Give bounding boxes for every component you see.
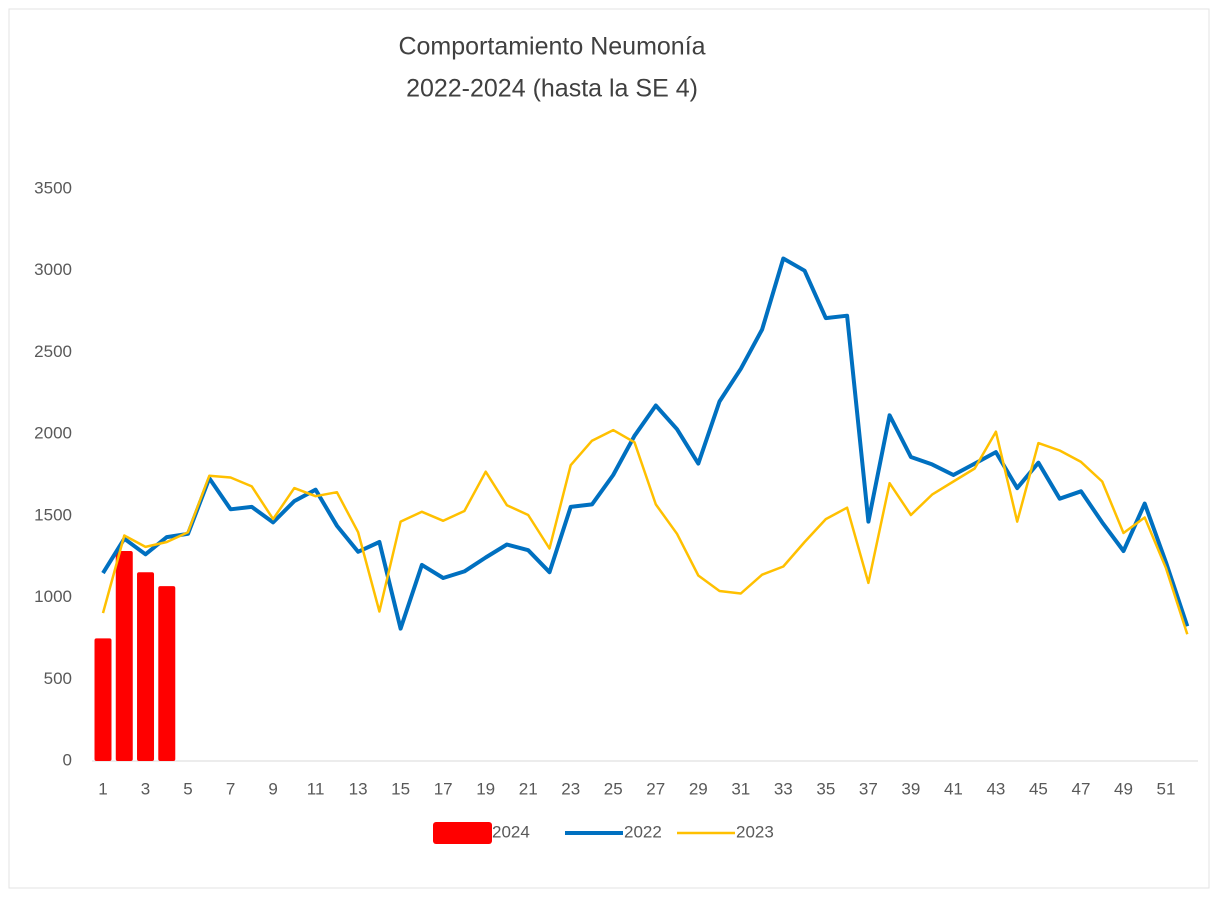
x-tick-label: 45 bbox=[1029, 779, 1048, 798]
y-tick-label: 2500 bbox=[34, 342, 72, 361]
x-tick-label: 27 bbox=[646, 779, 665, 798]
x-tick-label: 19 bbox=[476, 779, 495, 798]
x-tick-label: 7 bbox=[226, 779, 235, 798]
legend-swatch bbox=[433, 822, 492, 844]
x-tick-label: 51 bbox=[1157, 779, 1176, 798]
bar bbox=[115, 550, 133, 761]
x-tick-label: 33 bbox=[774, 779, 793, 798]
x-tick-label: 43 bbox=[986, 779, 1005, 798]
x-tick-label: 17 bbox=[434, 779, 453, 798]
x-tick-label: 49 bbox=[1114, 779, 1133, 798]
x-tick-label: 9 bbox=[268, 779, 277, 798]
x-tick-label: 35 bbox=[816, 779, 835, 798]
bar bbox=[94, 638, 112, 761]
x-tick-label: 37 bbox=[859, 779, 878, 798]
x-tick-label: 47 bbox=[1071, 779, 1090, 798]
line bbox=[101, 256, 1190, 631]
x-tick-label: 13 bbox=[349, 779, 368, 798]
legend-label: 2023 bbox=[736, 822, 774, 841]
bar bbox=[158, 586, 176, 761]
x-tick-label: 23 bbox=[561, 779, 580, 798]
chart-frame bbox=[8, 8, 1210, 889]
y-tick-label: 1000 bbox=[34, 587, 72, 606]
x-tick-label: 25 bbox=[604, 779, 623, 798]
x-tick-label: 1 bbox=[98, 779, 107, 798]
x-tick-label: 5 bbox=[183, 779, 192, 798]
x-tick-label: 3 bbox=[141, 779, 150, 798]
line bbox=[101, 428, 1189, 635]
legend-label: 2024 bbox=[492, 822, 530, 841]
x-tick-label: 41 bbox=[944, 779, 963, 798]
y-tick-label: 3000 bbox=[34, 260, 72, 279]
x-tick-label: 21 bbox=[519, 779, 538, 798]
chart-title: Comportamiento Neumonía bbox=[398, 33, 705, 61]
y-tick-label: 2000 bbox=[34, 424, 72, 443]
legend-label: 2022 bbox=[624, 822, 662, 841]
y-tick-label: 1500 bbox=[34, 505, 72, 524]
bar bbox=[137, 572, 155, 761]
chart-title: 2022-2024 (hasta la SE 4) bbox=[406, 75, 698, 103]
x-tick-label: 39 bbox=[901, 779, 920, 798]
y-tick-label: 0 bbox=[63, 750, 72, 769]
y-tick-label: 3500 bbox=[34, 178, 72, 197]
x-tick-label: 11 bbox=[307, 779, 325, 798]
y-tick-label: 500 bbox=[44, 669, 72, 688]
x-tick-label: 15 bbox=[391, 779, 410, 798]
x-tick-label: 31 bbox=[731, 779, 750, 798]
x-tick-label: 29 bbox=[689, 779, 708, 798]
